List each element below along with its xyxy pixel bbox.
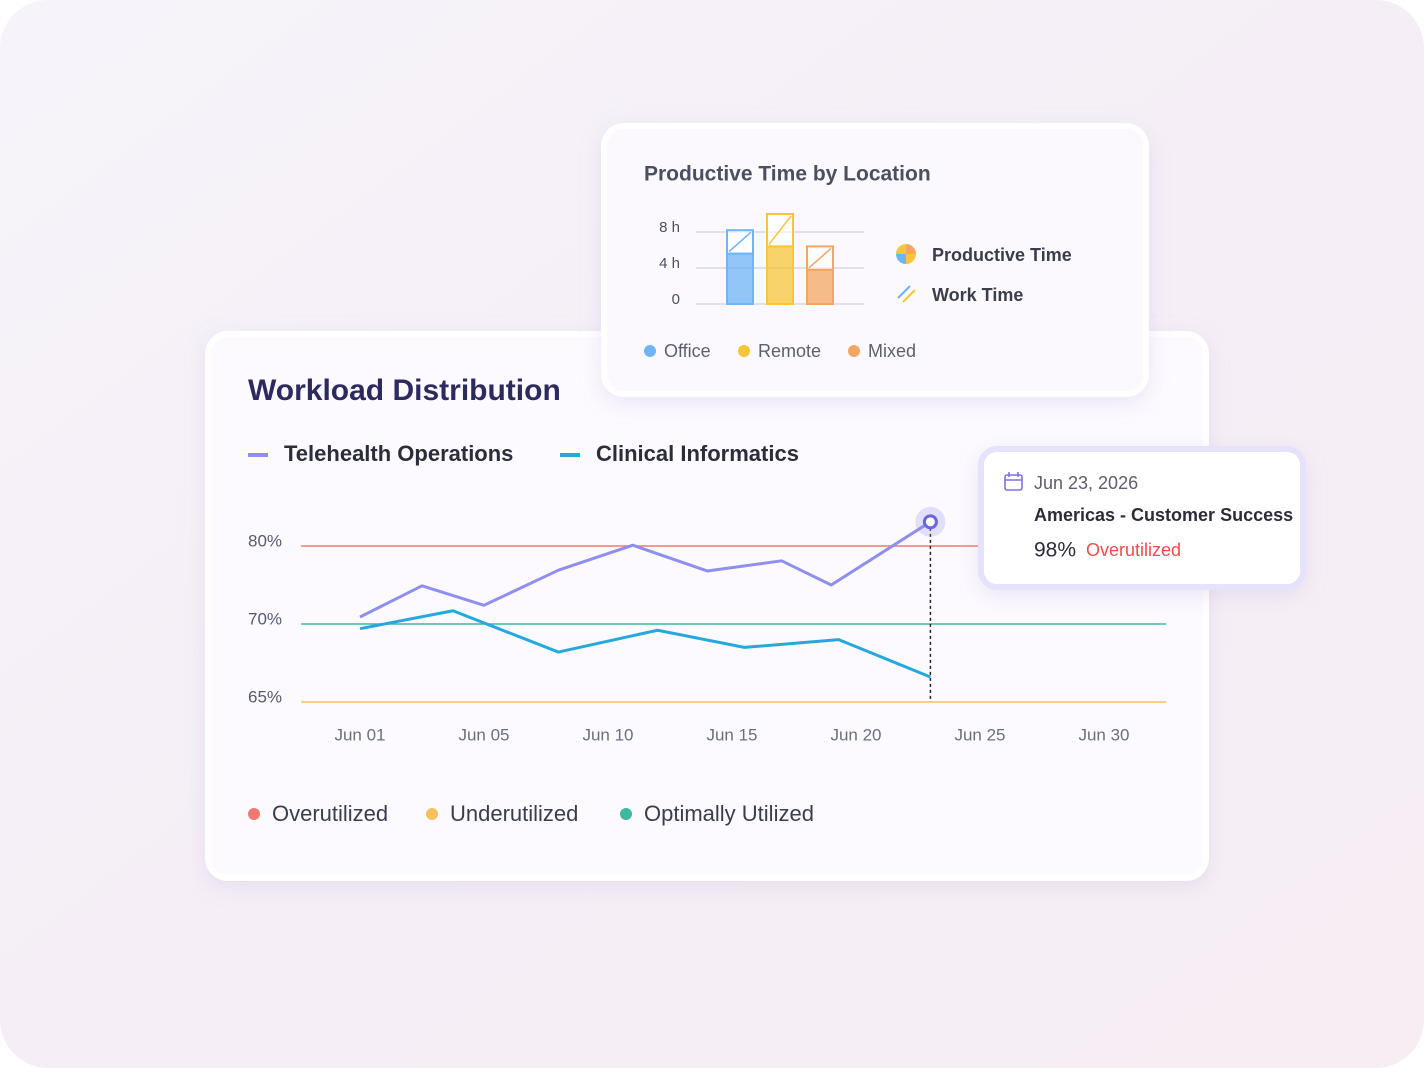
hatch [768,215,792,245]
chart-title: Productive Time by Location [644,163,931,186]
y-tick-label: 80% [248,531,282,550]
tooltip-status: Overutilized [1086,540,1181,560]
hover-point [922,514,938,530]
y-tick-label: 0 [672,291,680,308]
legend-label: Optimally Utilized [644,801,814,826]
legend-dot [426,808,438,820]
x-tick-label: Jun 10 [582,725,633,744]
legend-label: Remote [758,341,821,361]
legend-icon [897,285,911,299]
x-tick-label: Jun 30 [1078,725,1129,744]
x-tick-label: Jun 01 [334,725,385,744]
legend-dot [620,808,632,820]
legend-label: Productive Time [932,245,1072,265]
workload-card [205,331,1209,881]
series-line [359,609,931,679]
legend-label: Clinical Informatics [596,441,799,466]
y-tick-label: 4 h [659,255,680,272]
tooltip-card [978,446,1306,590]
legend-label: Overutilized [272,801,388,826]
y-tick-label: 65% [248,687,282,706]
legend-icon [896,254,906,264]
bar-segment [806,268,834,305]
tooltip-date: Jun 23, 2026 [1034,473,1138,493]
x-tick-label: Jun 15 [706,725,757,744]
tooltip: Jun 23, 2026 Americas - Customer Success… [978,446,1306,590]
legend-label: Underutilized [450,801,578,826]
chart-title: Workload Distribution [248,374,561,407]
tooltip-title: Americas - Customer Success [1034,505,1293,525]
location-card [601,123,1149,397]
hatch [728,231,752,253]
legend-dot [248,808,260,820]
bar-segment [726,252,754,306]
legend-icon [896,244,906,254]
bar-segment [766,245,794,305]
tooltip-value: 98% [1034,539,1076,562]
legend-dot [738,345,750,357]
x-tick-label: Jun 20 [830,725,881,744]
legend-label: Work Time [932,285,1023,305]
legend-label: Telehealth Operations [284,441,513,466]
calendar-icon [1004,472,1023,491]
legend-icon [906,254,916,264]
x-tick-label: Jun 05 [458,725,509,744]
legend-dot [848,345,860,357]
content: Productive Time by Location 0 4 h 8 h Office… [248,163,1166,826]
y-tick-label: 70% [248,609,282,628]
series-line [359,520,932,619]
legend-icon [902,289,916,303]
x-tick-label: Jun 25 [954,725,1005,744]
hatch [808,247,832,269]
legend-icon [906,244,916,254]
y-tick-label: 8 h [659,219,680,236]
legend-label: Office [664,341,711,361]
legend-label: Mixed [868,341,916,361]
legend-dot [644,345,656,357]
